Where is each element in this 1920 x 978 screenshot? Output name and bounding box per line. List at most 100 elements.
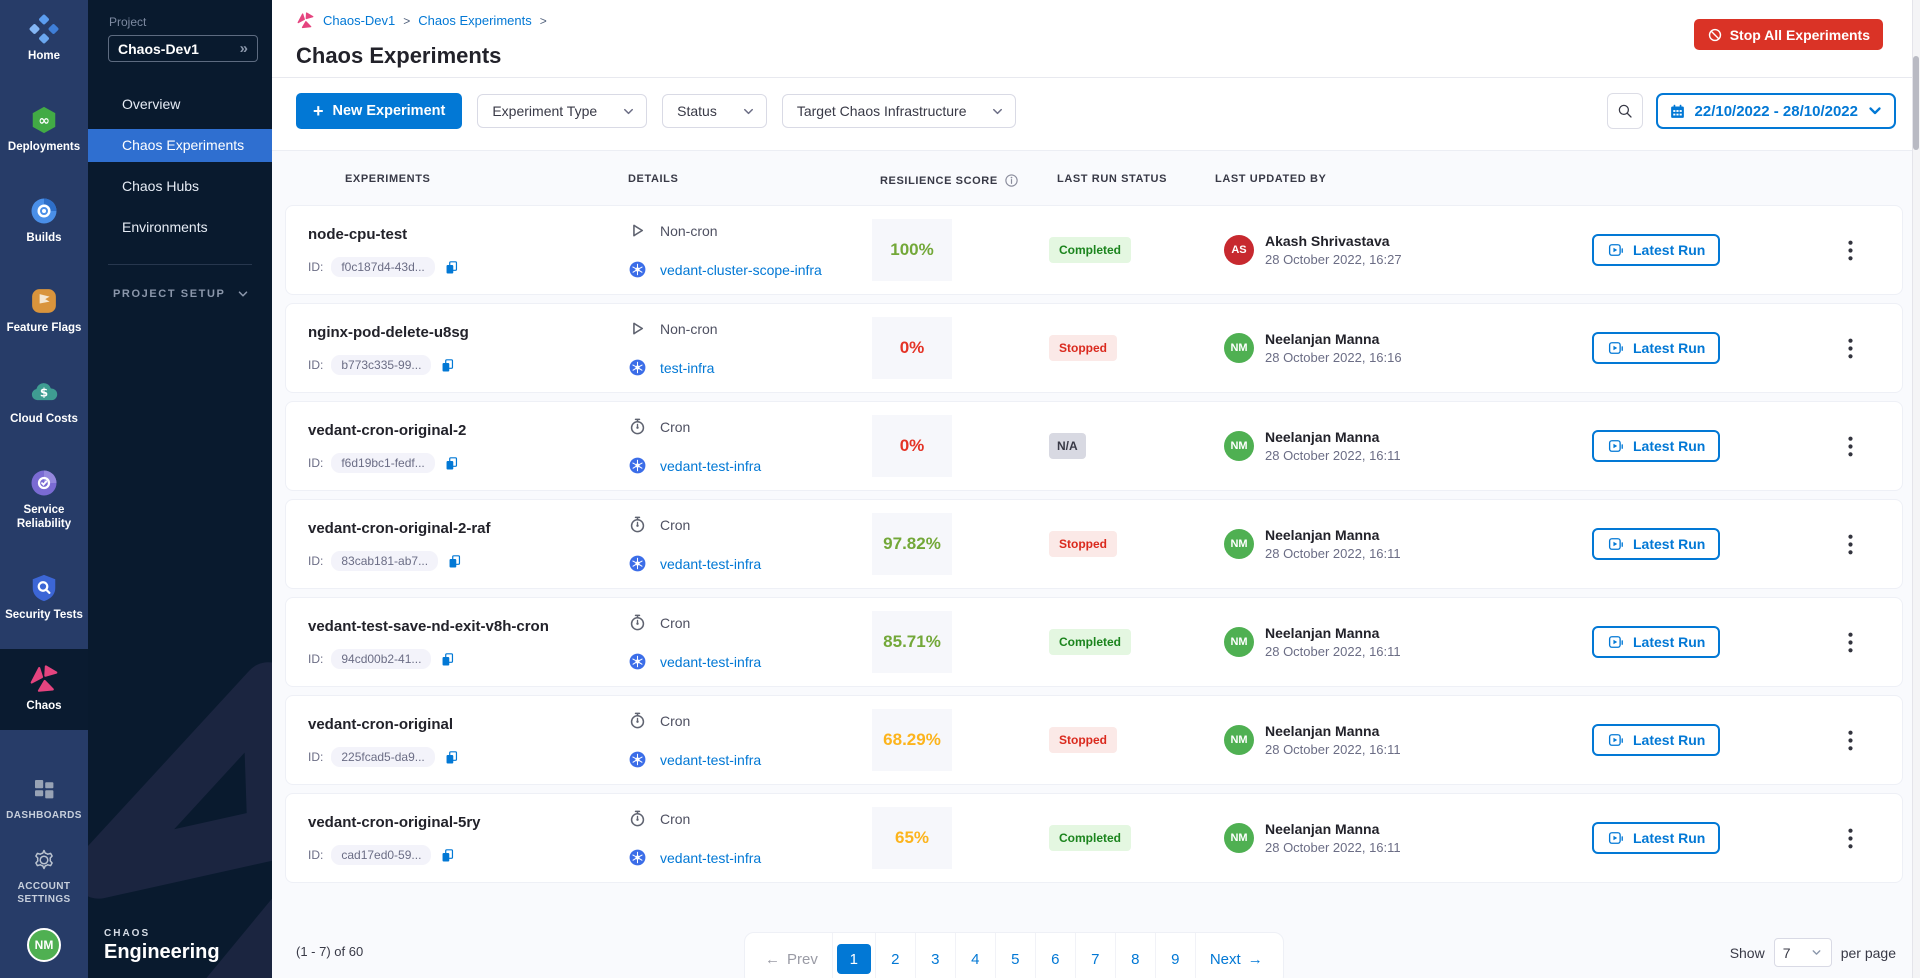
latest-run-button[interactable]: Latest Run	[1592, 234, 1720, 266]
project-nav-overview[interactable]: Overview	[88, 88, 272, 121]
id-label: ID:	[308, 848, 323, 862]
sidebar-module-cloud-costs[interactable]: $Cloud Costs	[0, 367, 88, 436]
experiment-name[interactable]: node-cpu-test	[308, 226, 407, 243]
experiment-row[interactable]: vedant-cron-original-2-raf ID: 83cab181-…	[285, 499, 1903, 589]
copy-id-button[interactable]	[439, 847, 456, 864]
kubernetes-icon	[628, 358, 647, 377]
scrollbar-thumb[interactable]	[1913, 56, 1919, 150]
experiment-name[interactable]: vedant-cron-original-5ry	[308, 814, 481, 831]
copy-icon	[439, 847, 456, 864]
experiment-row[interactable]: nginx-pod-delete-u8sg ID: b773c335-99...…	[285, 303, 1903, 393]
experiment-row[interactable]: vedant-cron-original ID: 225fcad5-da9...…	[285, 695, 1903, 785]
latest-run-button[interactable]: Latest Run	[1592, 430, 1720, 462]
page-size-select[interactable]: 7	[1774, 938, 1832, 967]
experiment-row[interactable]: vedant-cron-original-5ry ID: cad17ed0-59…	[285, 793, 1903, 883]
vertical-scrollbar[interactable]	[1912, 0, 1920, 978]
row-menu-button[interactable]	[1838, 334, 1862, 362]
project-setup-toggle[interactable]: PROJECT SETUP	[88, 287, 272, 301]
breadcrumb-link-chaos-dev1[interactable]: Chaos-Dev1	[323, 13, 395, 28]
search-icon	[1616, 102, 1634, 120]
experiment-row[interactable]: node-cpu-test ID: f0c187d4-43d... Non-cr…	[285, 205, 1903, 295]
copy-id-button[interactable]	[439, 357, 456, 374]
copy-id-button[interactable]	[446, 553, 463, 570]
sidebar-module-deployments[interactable]: ∞Deployments	[0, 95, 88, 164]
sidebar-module-chaos[interactable]: Chaos	[0, 649, 88, 730]
chevron-down-icon	[1810, 946, 1823, 959]
stopwatch-icon	[628, 711, 647, 730]
infrastructure-link[interactable]: vedant-test-infra	[628, 554, 761, 573]
search-button[interactable]	[1607, 93, 1643, 129]
infrastructure-link[interactable]: vedant-cluster-scope-infra	[628, 260, 822, 279]
infrastructure-link[interactable]: vedant-test-infra	[628, 456, 761, 475]
infrastructure-link[interactable]: vedant-test-infra	[628, 652, 761, 671]
latest-run-button[interactable]: Latest Run	[1592, 822, 1720, 854]
pagination-page-5[interactable]: 5	[995, 933, 1035, 978]
chevron-down-icon	[236, 287, 250, 301]
updated-date: 28 October 2022, 16:11	[1265, 644, 1401, 659]
filter-dropdown-target-chaos-infrastructure[interactable]: Target Chaos Infrastructure	[782, 94, 1017, 128]
copy-id-button[interactable]	[443, 259, 460, 276]
infrastructure-link[interactable]: test-infra	[628, 358, 714, 377]
project-nav-chaos-hubs[interactable]: Chaos Hubs	[88, 170, 272, 203]
row-menu-button[interactable]	[1838, 628, 1862, 656]
pagination-page-3[interactable]: 3	[915, 933, 955, 978]
row-menu-button[interactable]	[1838, 236, 1862, 264]
experiment-row[interactable]: vedant-cron-original-2 ID: f6d19bc1-fedf…	[285, 401, 1903, 491]
panel-divider	[108, 264, 252, 265]
pagination-page-8[interactable]: 8	[1115, 933, 1155, 978]
user-avatar[interactable]: NM	[27, 928, 61, 962]
row-menu-button[interactable]	[1838, 726, 1862, 754]
latest-run-button[interactable]: Latest Run	[1592, 626, 1720, 658]
pagination-page-1[interactable]: 1	[832, 933, 875, 978]
pagination-prev-button[interactable]: ←Prev	[751, 933, 832, 978]
experiment-name[interactable]: vedant-cron-original	[308, 716, 453, 733]
pagination-page-2[interactable]: 2	[875, 933, 915, 978]
last-run-status-badge: Stopped	[1049, 531, 1117, 557]
experiment-name[interactable]: vedant-cron-original-2	[308, 422, 466, 439]
sidebar-module-home[interactable]: Home	[0, 4, 88, 73]
row-menu-button[interactable]	[1838, 824, 1862, 852]
last-run-status-badge: Completed	[1049, 629, 1131, 655]
new-experiment-button[interactable]: + New Experiment	[296, 93, 462, 129]
pagination-page-9[interactable]: 9	[1155, 933, 1195, 978]
infrastructure-link[interactable]: vedant-test-infra	[628, 848, 761, 867]
latest-run-button[interactable]: Latest Run	[1592, 724, 1720, 756]
run-icon	[1607, 535, 1625, 553]
project-nav-environments[interactable]: Environments	[88, 211, 272, 244]
page-size-group: Show 7 per page	[1730, 938, 1896, 967]
experiment-row[interactable]: vedant-test-save-nd-exit-v8h-cron ID: 94…	[285, 597, 1903, 687]
project-selector[interactable]: Chaos-Dev1 »	[108, 35, 258, 62]
copy-id-button[interactable]	[443, 455, 460, 472]
sidebar-item-dashboards[interactable]: DASHBOARDS	[0, 771, 88, 828]
pagination-page-7[interactable]: 7	[1075, 933, 1115, 978]
row-menu-button[interactable]	[1838, 432, 1862, 460]
stop-all-experiments-button[interactable]: Stop All Experiments	[1694, 19, 1883, 50]
copy-id-button[interactable]	[439, 651, 456, 668]
sidebar-module-builds[interactable]: Builds	[0, 186, 88, 255]
date-range-picker[interactable]: 22/10/2022 - 28/10/2022	[1656, 93, 1896, 129]
infrastructure-link[interactable]: vedant-test-infra	[628, 750, 761, 769]
calendar-icon	[1669, 103, 1686, 120]
pagination-next-button[interactable]: Next→	[1195, 933, 1277, 978]
breadcrumb-link-chaos-experiments[interactable]: Chaos Experiments	[418, 13, 531, 28]
filter-dropdown-experiment-type[interactable]: Experiment Type	[477, 94, 647, 128]
filter-dropdown-status[interactable]: Status	[662, 94, 767, 128]
play-icon	[628, 221, 647, 240]
info-icon[interactable]	[1004, 173, 1019, 188]
latest-run-button[interactable]: Latest Run	[1592, 332, 1720, 364]
sidebar-module-feature-flags[interactable]: Feature Flags	[0, 276, 88, 345]
experiment-name[interactable]: vedant-cron-original-2-raf	[308, 520, 491, 537]
sidebar-item-account-settings[interactable]: ACCOUNT SETTINGS	[0, 842, 88, 912]
copy-id-button[interactable]	[443, 749, 460, 766]
experiment-name[interactable]: nginx-pod-delete-u8sg	[308, 324, 469, 341]
project-nav-chaos-experiments[interactable]: Chaos Experiments	[88, 129, 272, 162]
sidebar-module-security-tests[interactable]: Security Tests	[0, 563, 88, 632]
latest-run-button[interactable]: Latest Run	[1592, 528, 1720, 560]
experiment-name[interactable]: vedant-test-save-nd-exit-v8h-cron	[308, 618, 549, 635]
pagination-page-6[interactable]: 6	[1035, 933, 1075, 978]
pagination-page-4[interactable]: 4	[955, 933, 995, 978]
row-menu-button[interactable]	[1838, 530, 1862, 558]
run-icon	[1607, 731, 1625, 749]
project-setup-label: PROJECT SETUP	[113, 288, 226, 300]
sidebar-module-service-reliability[interactable]: Service Reliability	[0, 458, 88, 541]
